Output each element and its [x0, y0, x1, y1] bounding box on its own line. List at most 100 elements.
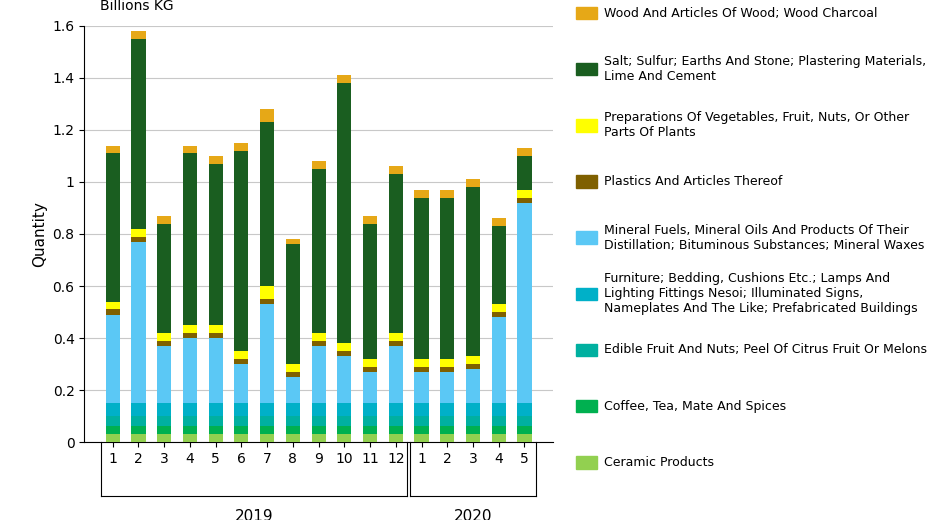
Bar [209, 325, 223, 333]
Bar [131, 426, 145, 434]
Bar [183, 333, 197, 338]
Bar [234, 359, 248, 364]
Bar [440, 416, 454, 426]
Bar [337, 351, 351, 356]
Bar [209, 416, 223, 426]
Text: Wood And Articles Of Wood; Wood Charcoal: Wood And Articles Of Wood; Wood Charcoal [604, 6, 877, 19]
Bar [517, 416, 531, 426]
Bar [465, 179, 479, 187]
Text: Mineral Fuels, Mineral Oils And Products Of Their
Distillation; Bituminous Subst: Mineral Fuels, Mineral Oils And Products… [604, 224, 924, 252]
Bar [440, 190, 454, 198]
Bar [465, 416, 479, 426]
Bar [131, 237, 145, 242]
Bar [362, 403, 376, 416]
Bar [337, 343, 351, 351]
Bar [362, 367, 376, 372]
Bar [388, 166, 402, 174]
Bar [440, 359, 454, 367]
Bar [311, 161, 326, 169]
Bar [517, 156, 531, 190]
Bar [517, 434, 531, 442]
Text: Billions KG: Billions KG [100, 0, 173, 13]
Bar [311, 346, 326, 403]
Bar [157, 341, 171, 346]
Bar [362, 416, 376, 426]
Bar [362, 216, 376, 224]
Bar [362, 224, 376, 359]
Bar [491, 304, 505, 312]
Bar [106, 434, 120, 442]
Bar [491, 426, 505, 434]
Bar [183, 416, 197, 426]
Bar [311, 169, 326, 333]
Bar [285, 372, 300, 377]
Bar [234, 426, 248, 434]
Bar [337, 426, 351, 434]
Bar [131, 229, 145, 237]
Bar [362, 372, 376, 403]
Bar [491, 416, 505, 426]
Bar [414, 367, 428, 372]
Text: Edible Fruit And Nuts; Peel Of Citrus Fruit Or Melons: Edible Fruit And Nuts; Peel Of Citrus Fr… [604, 344, 927, 357]
Bar [183, 153, 197, 325]
Bar [311, 333, 326, 341]
Bar [157, 403, 171, 416]
Bar [414, 434, 428, 442]
Bar [183, 146, 197, 153]
Bar [157, 434, 171, 442]
Text: Furniture; Bedding, Cushions Etc.; Lamps And
Lighting Fittings Nesoi; Illuminate: Furniture; Bedding, Cushions Etc.; Lamps… [604, 272, 917, 315]
Bar [285, 416, 300, 426]
Bar [337, 434, 351, 442]
Bar [388, 426, 402, 434]
Bar [491, 434, 505, 442]
Bar [183, 434, 197, 442]
Bar [131, 416, 145, 426]
Bar [388, 416, 402, 426]
Bar [311, 416, 326, 426]
Bar [414, 359, 428, 367]
Bar [106, 426, 120, 434]
Bar [414, 416, 428, 426]
Bar [183, 403, 197, 416]
Bar [440, 367, 454, 372]
Text: Coffee, Tea, Mate And Spices: Coffee, Tea, Mate And Spices [604, 399, 785, 413]
Bar [106, 153, 120, 302]
Bar [260, 426, 274, 434]
Bar [517, 426, 531, 434]
Bar [414, 403, 428, 416]
Bar [440, 372, 454, 403]
Bar [440, 198, 454, 359]
Bar [414, 426, 428, 434]
Bar [311, 434, 326, 442]
Bar [285, 364, 300, 372]
Bar [311, 426, 326, 434]
Bar [131, 39, 145, 229]
Bar [465, 426, 479, 434]
Bar [234, 143, 248, 151]
Bar [209, 434, 223, 442]
Bar [260, 299, 274, 304]
Bar [260, 403, 274, 416]
Bar [234, 151, 248, 351]
Bar [285, 426, 300, 434]
Bar [517, 403, 531, 416]
Bar [131, 403, 145, 416]
Bar [311, 341, 326, 346]
Bar [285, 244, 300, 364]
Bar [157, 224, 171, 333]
Bar [388, 434, 402, 442]
Bar [157, 426, 171, 434]
Text: 2020: 2020 [453, 509, 491, 520]
Bar [183, 338, 197, 403]
Bar [491, 218, 505, 226]
Bar [260, 109, 274, 122]
Bar [106, 315, 120, 403]
Bar [465, 369, 479, 403]
Bar [388, 333, 402, 341]
Bar [285, 239, 300, 244]
Bar [131, 31, 145, 39]
Text: Plastics And Articles Thereof: Plastics And Articles Thereof [604, 175, 782, 188]
Bar [362, 426, 376, 434]
Bar [209, 403, 223, 416]
Bar [491, 403, 505, 416]
